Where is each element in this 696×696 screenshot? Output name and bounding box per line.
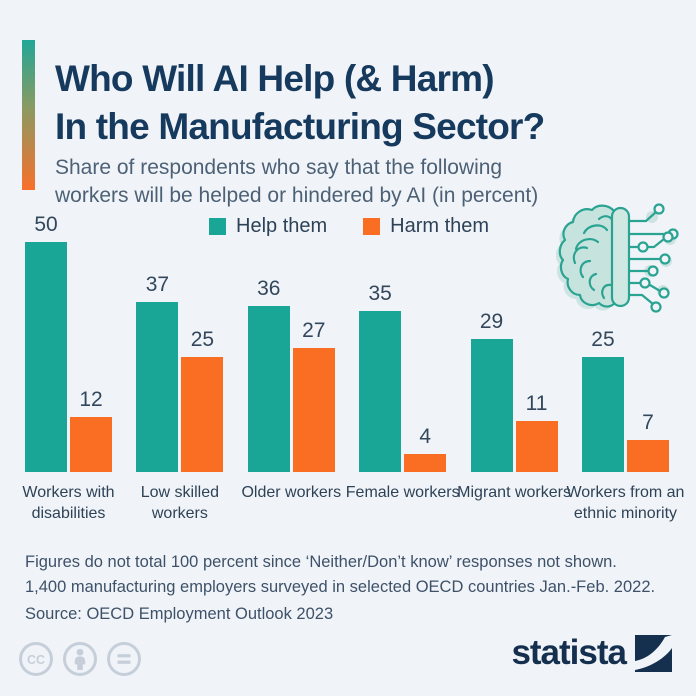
chart-legend: Help them Harm them — [209, 215, 489, 238]
help-bar — [581, 357, 624, 472]
page-title: Who Will AI Help (& Harm) In the Manufac… — [55, 55, 655, 151]
harm-bar — [515, 421, 558, 472]
cc-by-person-icon — [63, 642, 97, 676]
help-bar — [136, 302, 179, 472]
chart-group-0: 50 12 Workers with disabilities — [22, 210, 114, 524]
title-line-2: In the Manufacturing Sector? — [55, 105, 545, 147]
harm-bar — [292, 348, 335, 472]
title-line-1: Who Will AI Help (& Harm) — [55, 57, 495, 99]
help-bar — [247, 306, 290, 472]
legend-swatch — [363, 218, 381, 235]
bar-pair: 35 4 — [359, 210, 447, 472]
bar-value-label: 4 — [419, 425, 432, 448]
legend-swatch — [209, 218, 226, 235]
help-bar — [470, 339, 513, 472]
legend-item-1: Harm them — [363, 215, 489, 238]
bar-column: 50 — [25, 213, 67, 472]
bar-pair: 50 12 — [25, 210, 112, 472]
footnotes: Figures do not total 100 percent since ‘… — [25, 550, 676, 627]
chart-group-1: 37 25 Low skilled workers — [136, 210, 224, 524]
statista-logo: statista — [511, 633, 672, 673]
source-line: Source: OECD Employment Outlook 2023 — [25, 605, 334, 623]
bar-column: 29 — [470, 310, 513, 472]
help-bar — [359, 311, 402, 472]
chart-group-3: 35 4 Female workers — [346, 210, 460, 524]
bar-value-label: 12 — [79, 388, 103, 411]
bar-column: 25 — [181, 328, 224, 472]
bar-column: 35 — [359, 282, 402, 472]
bar-column: 36 — [247, 277, 290, 472]
bar-column: 27 — [292, 319, 335, 472]
bar-column: 37 — [136, 273, 179, 472]
statista-logo-mark — [635, 634, 672, 672]
gradient-accent-bar — [22, 40, 35, 190]
bar-value-label: 25 — [591, 328, 615, 351]
chart-group-2: 36 27 Older workers — [241, 210, 341, 524]
harm-bar — [70, 417, 112, 472]
category-label: Workers with disabilities — [22, 484, 115, 522]
bar-column: 4 — [404, 425, 447, 472]
harm-bar — [626, 440, 669, 472]
bar-value-label: 37 — [145, 273, 170, 296]
bar-value-label: 7 — [642, 411, 654, 434]
bar-column: 11 — [515, 392, 558, 472]
category-label: Migrant workers — [457, 484, 571, 501]
bar-value-label: 11 — [525, 392, 548, 415]
legend-item-0: Help them — [209, 215, 327, 238]
cc-nd-equals-icon — [107, 642, 141, 676]
subtitle: Share of respondents who say that the fo… — [55, 154, 655, 210]
bar-value-label: 35 — [368, 282, 392, 305]
chart-group-4: 29 11 Migrant workers — [457, 210, 571, 524]
legend-label: Harm them — [390, 215, 490, 237]
bar-value-label: 50 — [34, 213, 58, 236]
bar-pair: 25 7 — [581, 210, 669, 472]
bar-pair: 36 27 — [247, 210, 335, 472]
bar-value-label: 25 — [190, 328, 215, 351]
statista-wordmark: statista — [511, 633, 627, 672]
subtitle-line-2: workers will be helped or hindered by AI… — [55, 184, 539, 207]
harm-bar — [404, 454, 447, 472]
svg-text:CC: CC — [27, 653, 45, 667]
bar-column: 12 — [70, 388, 112, 472]
footnote-line-2: 1,400 manufacturing employers surveyed i… — [25, 578, 656, 596]
bar-pair: 37 25 — [136, 210, 224, 472]
footnote-line-1: Figures do not total 100 percent since ‘… — [25, 553, 617, 571]
subtitle-line-1: Share of respondents who say that the fo… — [55, 156, 503, 179]
bar-column: 25 — [581, 328, 624, 472]
category-label: Older workers — [241, 484, 342, 501]
cc-icon: CC — [19, 642, 53, 676]
bar-value-label: 36 — [257, 277, 281, 300]
bar-value-label: 29 — [479, 310, 504, 333]
legend-label: Help them — [236, 215, 328, 237]
bar-column: 7 — [626, 411, 669, 472]
harm-bar — [181, 357, 224, 472]
category-label: Low skilled workers — [140, 484, 220, 522]
bar-pair: 29 11 — [470, 210, 558, 472]
bar-value-label: 27 — [302, 319, 326, 342]
chart-group-5: 25 7 Workers from an ethnic minority — [566, 210, 684, 524]
category-label: Workers from an ethnic minority — [566, 484, 685, 522]
ai-brain-circuit-icon — [555, 197, 688, 320]
help-bar — [25, 242, 67, 472]
bar-chart: 50 12 Workers with disabilities 37 25 Low ski… — [22, 210, 684, 524]
license-icons: CC — [18, 641, 142, 677]
category-label: Female workers — [345, 484, 460, 501]
